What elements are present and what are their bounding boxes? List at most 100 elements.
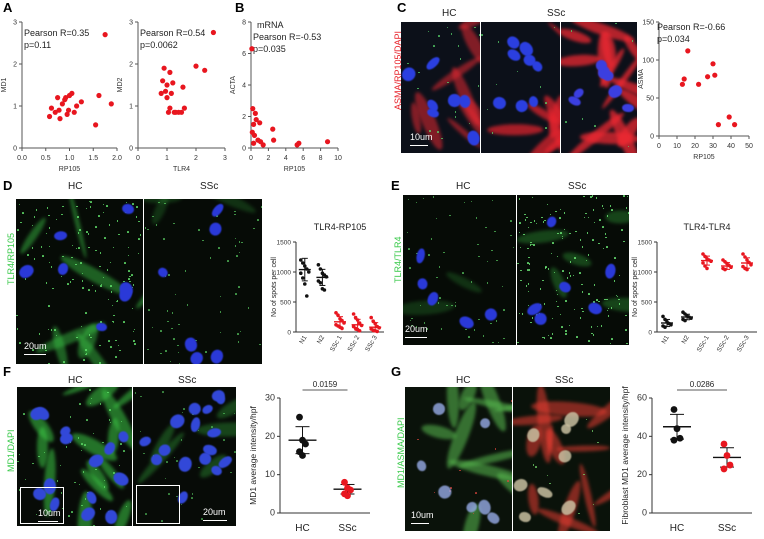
speckle xyxy=(446,304,448,307)
data-point xyxy=(63,95,69,101)
speckle xyxy=(572,274,575,277)
speckle xyxy=(613,280,616,282)
speckle xyxy=(596,325,599,328)
data-point xyxy=(303,264,307,268)
speckle xyxy=(62,205,64,208)
data-point xyxy=(661,314,665,319)
speckle xyxy=(621,229,623,231)
speckle xyxy=(99,403,102,405)
data-point xyxy=(65,107,72,113)
speckle xyxy=(18,203,21,206)
speckle xyxy=(616,295,619,298)
speckle xyxy=(238,251,241,254)
scale-bar-c xyxy=(410,145,428,146)
scale-label-e: 20um xyxy=(405,324,428,334)
x-tick-label: 8 xyxy=(319,155,323,162)
x-tick-label: 40 xyxy=(727,143,735,150)
speckle xyxy=(76,336,78,339)
data-point xyxy=(359,323,364,328)
x-axis-label: RP105 xyxy=(59,166,81,173)
speckle xyxy=(593,221,596,224)
data-point xyxy=(357,321,362,325)
speckle xyxy=(136,206,138,208)
speckle xyxy=(478,255,480,258)
speckle xyxy=(120,420,123,423)
speckle xyxy=(160,330,162,332)
speckle xyxy=(48,362,50,364)
speckle xyxy=(16,314,18,317)
data-point xyxy=(673,425,681,433)
speckle xyxy=(115,356,117,358)
data-point xyxy=(48,105,55,111)
speckle xyxy=(131,274,133,276)
speckle xyxy=(218,247,220,249)
panel-label-c: C xyxy=(397,0,407,15)
speckle xyxy=(491,132,494,134)
speckle xyxy=(606,298,608,301)
speckle xyxy=(496,259,498,262)
speckle xyxy=(411,324,413,327)
data-point xyxy=(347,486,354,494)
data-point xyxy=(663,317,667,322)
speckle xyxy=(99,508,102,510)
y-tick-label: 1500 xyxy=(638,240,653,247)
x-tick-label: SSc-1 xyxy=(696,334,711,353)
speckle xyxy=(127,246,130,249)
speckle xyxy=(42,255,44,257)
speckle xyxy=(479,34,480,36)
speckle xyxy=(585,418,588,420)
y-tick-label: 500 xyxy=(280,300,291,307)
speckle xyxy=(561,326,563,328)
x-tick-label: SSc 1 xyxy=(329,334,344,353)
micrograph-f-ssc xyxy=(133,387,236,526)
speckle xyxy=(579,272,581,274)
speckle xyxy=(102,441,104,444)
speckle xyxy=(465,328,467,331)
speckle xyxy=(565,330,567,332)
data-point xyxy=(369,315,373,320)
speckle xyxy=(568,272,571,274)
speckle xyxy=(202,239,204,242)
speckle xyxy=(551,317,554,320)
speckle xyxy=(62,507,64,510)
data-point xyxy=(160,78,166,84)
speckle xyxy=(235,293,237,295)
speckle xyxy=(31,247,34,249)
speckle xyxy=(566,277,569,279)
speckle xyxy=(43,451,46,453)
speckle xyxy=(530,243,533,246)
nucleus xyxy=(491,94,508,111)
data-point xyxy=(296,413,303,421)
speckle xyxy=(75,247,78,250)
speckle xyxy=(33,216,36,218)
speckle xyxy=(166,310,169,312)
stat-annotation: p=0.035 xyxy=(253,44,286,54)
data-point xyxy=(165,109,172,115)
speckle xyxy=(443,251,445,254)
speckle xyxy=(535,222,538,225)
speckle xyxy=(35,209,38,211)
speckle xyxy=(19,342,21,344)
speckle xyxy=(615,22,617,25)
data-point xyxy=(324,275,329,279)
cell-fiber xyxy=(591,468,610,510)
speckle xyxy=(482,335,485,337)
nucleus xyxy=(200,402,215,416)
speckle xyxy=(99,344,101,347)
scale-label-g: 10um xyxy=(411,510,434,520)
speckle xyxy=(583,195,585,198)
data-point xyxy=(180,84,186,90)
speckle xyxy=(562,270,564,272)
speckle xyxy=(557,232,559,235)
speckle xyxy=(546,474,549,477)
speckle xyxy=(131,307,134,310)
speckle xyxy=(526,216,528,219)
x-axis-label: RP105 xyxy=(693,154,715,161)
speckle xyxy=(560,232,562,234)
scale-bar-e xyxy=(405,337,427,338)
x-tick-label: 1 xyxy=(165,155,169,162)
speckle xyxy=(60,492,63,494)
y-axis-label: ASMA xyxy=(638,69,645,89)
speckle xyxy=(100,321,102,323)
speckle xyxy=(475,492,477,494)
